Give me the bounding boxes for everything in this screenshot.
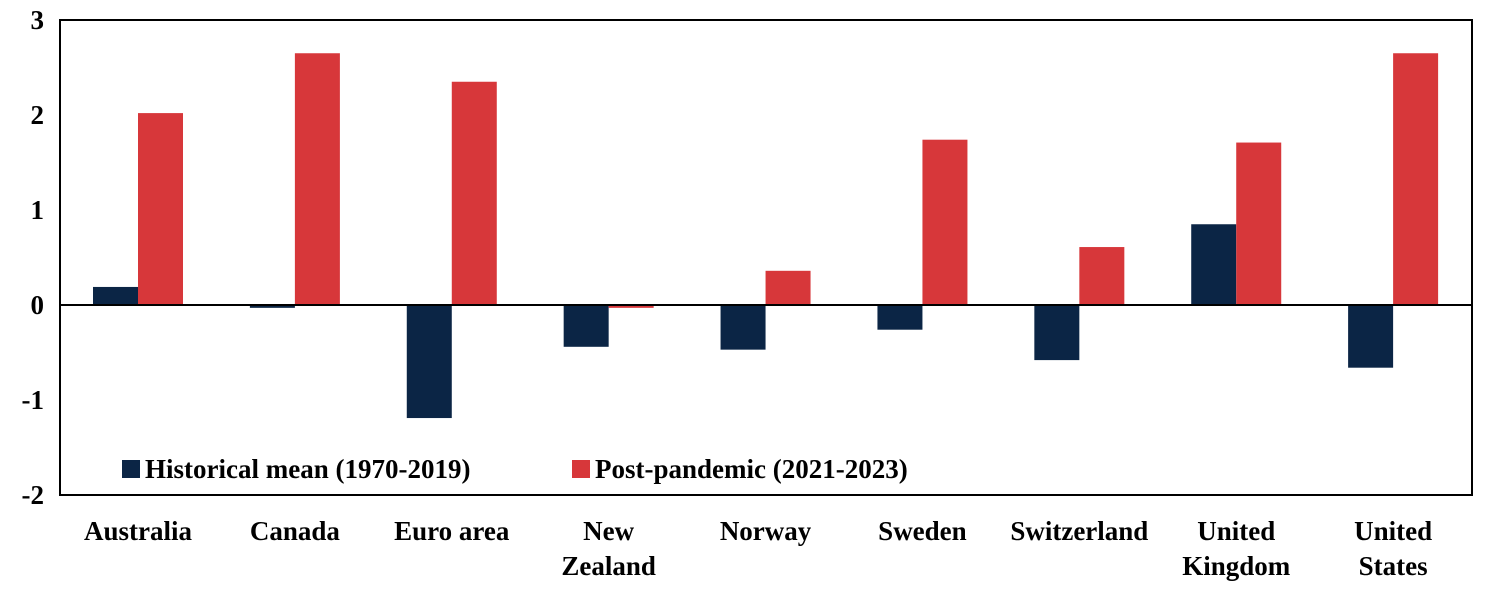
bar-group [93, 53, 1439, 419]
bar-post-pandemic-4 [765, 270, 811, 305]
x-category-label-line: Sweden [878, 516, 967, 546]
plot-area [59, 19, 1473, 496]
bar-post-pandemic-0 [138, 113, 183, 305]
bar-historical-8 [1348, 305, 1394, 368]
y-tick-label: 1 [31, 195, 45, 225]
bar-historical-3 [563, 305, 609, 347]
bar-post-pandemic-6 [1079, 247, 1125, 305]
x-category-label-line: Switzerland [1010, 516, 1148, 546]
legend-label-historical: Historical mean (1970-2019) [145, 454, 470, 484]
bar-post-pandemic-1 [294, 53, 340, 305]
bar-post-pandemic-5 [922, 139, 968, 305]
x-category-label: United Kingdom [1182, 516, 1291, 581]
x-category-label-line: Norway [720, 516, 812, 546]
x-category-label-line: United [1197, 516, 1275, 546]
y-tick-label: -1 [22, 385, 45, 415]
x-category-label-line: New [583, 516, 634, 546]
x-category-label: Canada [250, 516, 341, 546]
y-tick-label: 2 [31, 100, 45, 130]
legend-swatch-historical [122, 460, 140, 478]
y-tick-label: 0 [31, 290, 45, 320]
x-category-label: United States [1354, 516, 1432, 581]
x-category-label: New Zealand [561, 516, 656, 581]
x-category-label: Euro area [394, 516, 510, 546]
legend-label-post-pandemic: Post-pandemic (2021-2023) [595, 454, 908, 484]
y-axis-tick-labels: 3 2 1 0 -1 -2 [22, 5, 45, 510]
x-category-label: Switzerland [1010, 516, 1148, 546]
bar-historical-1 [249, 305, 295, 308]
bar-historical-7 [1191, 224, 1237, 305]
bar-historical-4 [720, 305, 766, 350]
x-axis-category-labels: Australia Canada Euro area New Zealand Norway… [84, 516, 1432, 581]
bar-historical-0 [93, 286, 138, 305]
x-category-label-line: Australia [84, 516, 193, 546]
x-category-label: Sweden [878, 516, 967, 546]
bar-historical-2 [406, 305, 452, 419]
bar-post-pandemic-8 [1393, 53, 1439, 305]
x-category-label: Norway [720, 516, 812, 546]
bar-post-pandemic-7 [1236, 142, 1282, 305]
bar-post-pandemic-2 [451, 81, 497, 305]
x-category-label-line: States [1359, 551, 1428, 581]
bar-historical-6 [1034, 305, 1080, 361]
bar-post-pandemic-3 [608, 305, 654, 308]
y-tick-label: 3 [31, 5, 45, 35]
x-category-label-line: Kingdom [1182, 551, 1291, 581]
bar-historical-5 [877, 305, 923, 330]
legend-swatch-post-pandemic [572, 460, 590, 478]
x-category-label-line: Zealand [561, 551, 656, 581]
x-category-label: Australia [84, 516, 193, 546]
x-category-label-line: United [1354, 516, 1432, 546]
legend: Historical mean (1970-2019) Post-pandemi… [122, 454, 908, 484]
x-category-label-line: Canada [250, 516, 341, 546]
y-tick-label: -2 [22, 480, 45, 510]
x-category-label-line: Euro area [394, 516, 510, 546]
